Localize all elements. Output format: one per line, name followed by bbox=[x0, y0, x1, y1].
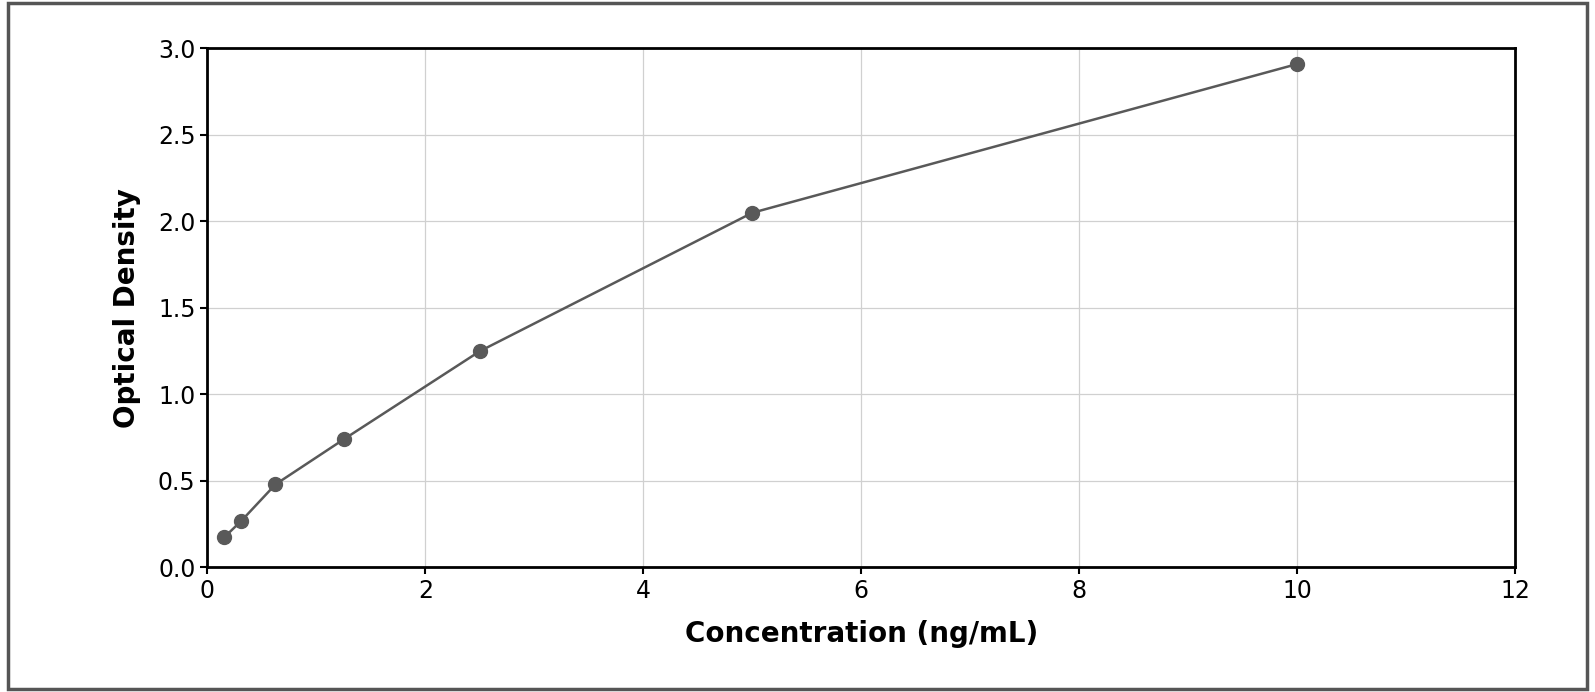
X-axis label: Concentration (ng/mL): Concentration (ng/mL) bbox=[684, 620, 1038, 648]
Point bbox=[330, 434, 356, 445]
Y-axis label: Optical Density: Optical Density bbox=[113, 188, 142, 428]
Point bbox=[740, 208, 766, 219]
Point bbox=[263, 479, 289, 490]
Point bbox=[1284, 59, 1309, 70]
Point bbox=[212, 531, 238, 543]
Point bbox=[228, 515, 254, 526]
Point bbox=[467, 345, 493, 357]
